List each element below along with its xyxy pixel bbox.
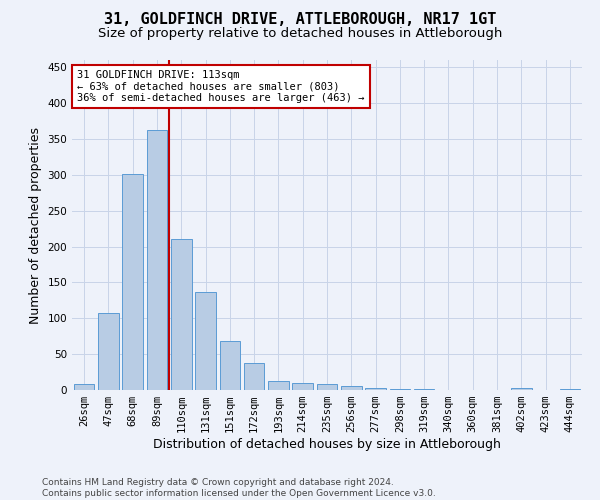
Text: 31 GOLDFINCH DRIVE: 113sqm
← 63% of detached houses are smaller (803)
36% of sem: 31 GOLDFINCH DRIVE: 113sqm ← 63% of deta… (77, 70, 365, 103)
Text: Contains HM Land Registry data © Crown copyright and database right 2024.
Contai: Contains HM Land Registry data © Crown c… (42, 478, 436, 498)
Bar (122, 174, 143, 390)
Bar (220, 341, 240, 390)
Bar (365, 388, 386, 390)
Bar (244, 362, 265, 390)
Bar (389, 388, 410, 390)
Bar (292, 383, 313, 390)
Bar (511, 388, 532, 390)
X-axis label: Distribution of detached houses by size in Attleborough: Distribution of detached houses by size … (153, 438, 501, 451)
Bar (171, 238, 191, 390)
Text: Size of property relative to detached houses in Attleborough: Size of property relative to detached ho… (98, 28, 502, 40)
Y-axis label: Number of detached properties: Number of detached properties (29, 126, 42, 324)
Bar (74, 384, 94, 390)
Bar (98, 312, 119, 390)
Bar (195, 292, 216, 390)
Bar (146, 130, 167, 390)
Bar (560, 388, 580, 390)
Bar (268, 380, 289, 390)
Text: 31, GOLDFINCH DRIVE, ATTLEBOROUGH, NR17 1GT: 31, GOLDFINCH DRIVE, ATTLEBOROUGH, NR17 … (104, 12, 496, 28)
Bar (341, 386, 362, 390)
Bar (317, 384, 337, 390)
